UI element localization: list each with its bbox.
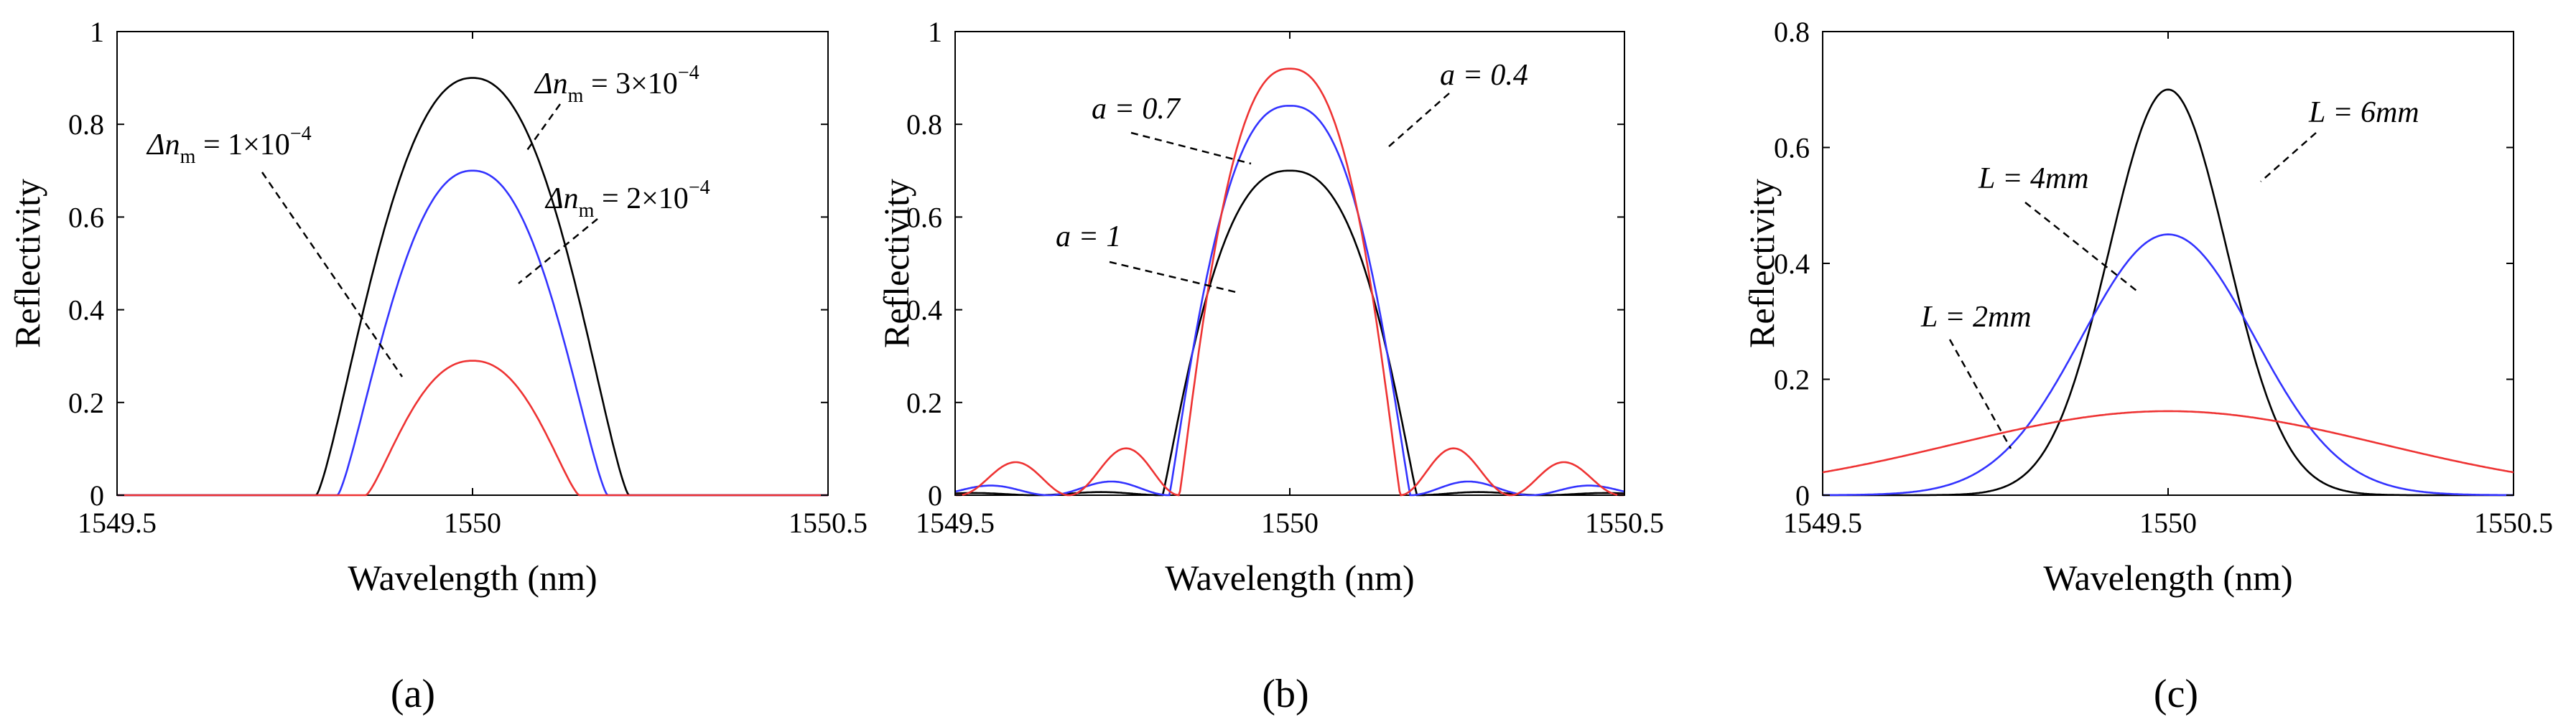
- y-tick-label: 0.6: [906, 201, 942, 233]
- y-tick-label: 0: [1795, 479, 1810, 512]
- x-axis-label-b: Wavelength (nm): [1165, 558, 1414, 598]
- series-layer-c: [1822, 88, 2514, 497]
- panel-label-b: (b): [1262, 672, 1308, 716]
- y-tick-label: 0.2: [906, 387, 942, 419]
- annotation-leader-line: [1948, 339, 2012, 449]
- series-line-c-2: [1822, 410, 2514, 474]
- annotation-c-series0: L = 6mm: [2260, 96, 2419, 182]
- annotation-text: L = 6mm: [2308, 96, 2419, 129]
- annotation-leader-line: [1109, 261, 1240, 294]
- svg-text:Δnm = 2×10−4: Δnm = 2×10−4: [544, 177, 710, 222]
- annotation-leader-line: [2260, 132, 2317, 182]
- ticks-c: 0 0.2 0.4 0.6 0.8 1549.5 1550 1550.5: [1774, 16, 2553, 539]
- panel-label-c: (c): [2154, 672, 2198, 716]
- annotation-a-series1: Δnm = 2×10−4: [518, 177, 710, 284]
- plot-frame-b: [954, 31, 1625, 496]
- series-line-a-2: [117, 360, 828, 497]
- annotation-text: L = 2mm: [1920, 301, 2032, 334]
- annotation-a-series0: Δnm = 3×10−4: [524, 62, 699, 153]
- y-tick-label: 0.8: [1774, 16, 1810, 48]
- series-line-b-0: [954, 169, 1625, 497]
- annotation-leader-line: [524, 103, 562, 153]
- ann-rest: = 3×10: [583, 67, 677, 100]
- x-tick-label: 1549.5: [78, 507, 157, 539]
- svg-text:Δnm = 3×10−4: Δnm = 3×10−4: [534, 62, 699, 107]
- y-tick-label: 0.6: [68, 201, 104, 233]
- annotation-text: a = 0.4: [1440, 59, 1528, 92]
- plot-frame-a: [116, 31, 829, 496]
- ticks-b: 0 0.2 0.4 0.6 0.8 1 1549.5 1550 1550.5: [906, 16, 1664, 539]
- panel-c: 0 0.2 0.4 0.6 0.8 1549.5 1550 1550.5 Wavelength…: [1742, 16, 2553, 716]
- y-tick-label: 0.4: [906, 294, 942, 327]
- ann-symbol: Δn: [534, 67, 568, 100]
- series-line-a-1: [117, 169, 828, 497]
- ann-sub: m: [568, 85, 584, 107]
- annotation-text: a = 0.7: [1092, 93, 1181, 126]
- x-tick-label: 1550.5: [1585, 507, 1664, 539]
- annotation-a-series2: Δnm = 1×10−4: [146, 123, 404, 377]
- ann-symbol: Δn: [146, 128, 180, 161]
- ann-sup: −4: [678, 62, 699, 84]
- ticks-a: 0 0.2 0.4 0.6 0.8 1 1549.5 1550 1550.5: [68, 16, 868, 539]
- annotation-c-series1: L = 4mm: [1978, 162, 2137, 291]
- y-tick-label: 0: [928, 479, 942, 512]
- y-tick-label: 0.8: [68, 108, 104, 141]
- annotation-leader-line: [1387, 93, 1450, 148]
- series-line-b-2: [954, 67, 1625, 497]
- panel-label-a: (a): [391, 672, 435, 716]
- y-tick-label: 0.6: [1774, 132, 1810, 164]
- y-tick-label: 0.2: [1774, 364, 1810, 396]
- annotation-b-series2: a = 0.4: [1387, 59, 1528, 148]
- y-axis-label-a: Reflectivity: [7, 179, 47, 348]
- annotation-leader-line: [261, 172, 404, 377]
- ann-rest: = 2×10: [594, 182, 688, 215]
- y-tick-label: 0.2: [68, 387, 104, 419]
- annotation-text: L = 4mm: [1978, 162, 2089, 195]
- panel-b: 0 0.2 0.4 0.6 0.8 1 1549.5 1550 1550.5 Wavelengt…: [876, 16, 1664, 716]
- series-line-b-1: [954, 105, 1625, 497]
- y-tick-label: 0.4: [68, 294, 104, 327]
- x-tick-label: 1550.5: [789, 507, 868, 539]
- series-layer-a: [117, 77, 828, 497]
- ann-sub: m: [579, 200, 595, 222]
- x-tick-label: 1550: [1261, 507, 1319, 539]
- x-tick-label: 1550: [2139, 507, 2197, 539]
- x-tick-label: 1549.5: [916, 507, 995, 539]
- series-line-c-0: [1823, 88, 2514, 497]
- ann-symbol: Δn: [544, 182, 579, 215]
- ann-sup: −4: [290, 123, 312, 145]
- svg-text:Δnm = 1×10−4: Δnm = 1×10−4: [146, 123, 312, 168]
- panel-a: 0 0.2 0.4 0.6 0.8 1 1549.5 1550 1550.5 Wavelengt…: [7, 16, 868, 716]
- annotation-leader-line: [518, 218, 598, 284]
- annotation-text: a = 1: [1056, 220, 1121, 253]
- ann-rest: = 1×10: [195, 128, 289, 161]
- annotation-c-series2: L = 2mm: [1920, 301, 2032, 449]
- ann-sub: m: [180, 146, 196, 168]
- y-tick-label: 1: [928, 16, 942, 48]
- annotation-b-series0: a = 1: [1056, 220, 1240, 294]
- x-tick-label: 1550: [444, 507, 501, 539]
- y-tick-label: 1: [90, 16, 104, 48]
- series-line-c-1: [1823, 233, 2514, 497]
- x-tick-label: 1550.5: [2474, 507, 2553, 539]
- annotation-leader-line: [1130, 131, 1252, 165]
- ann-sup: −4: [689, 177, 710, 199]
- y-axis-label-c: Reflectivity: [1742, 179, 1782, 348]
- x-tick-label: 1549.5: [1783, 507, 1862, 539]
- y-tick-label: 0.8: [906, 108, 942, 141]
- x-axis-label-c: Wavelength (nm): [2043, 558, 2292, 598]
- y-tick-label: 0: [90, 479, 104, 512]
- annotation-leader-line: [2024, 202, 2137, 291]
- y-axis-label-b: Reflectivity: [876, 179, 916, 348]
- y-tick-label: 0.4: [1774, 248, 1810, 280]
- series-layer-b: [954, 67, 1625, 497]
- x-axis-label-a: Wavelength (nm): [348, 558, 597, 598]
- annotation-b-series1: a = 0.7: [1092, 93, 1252, 165]
